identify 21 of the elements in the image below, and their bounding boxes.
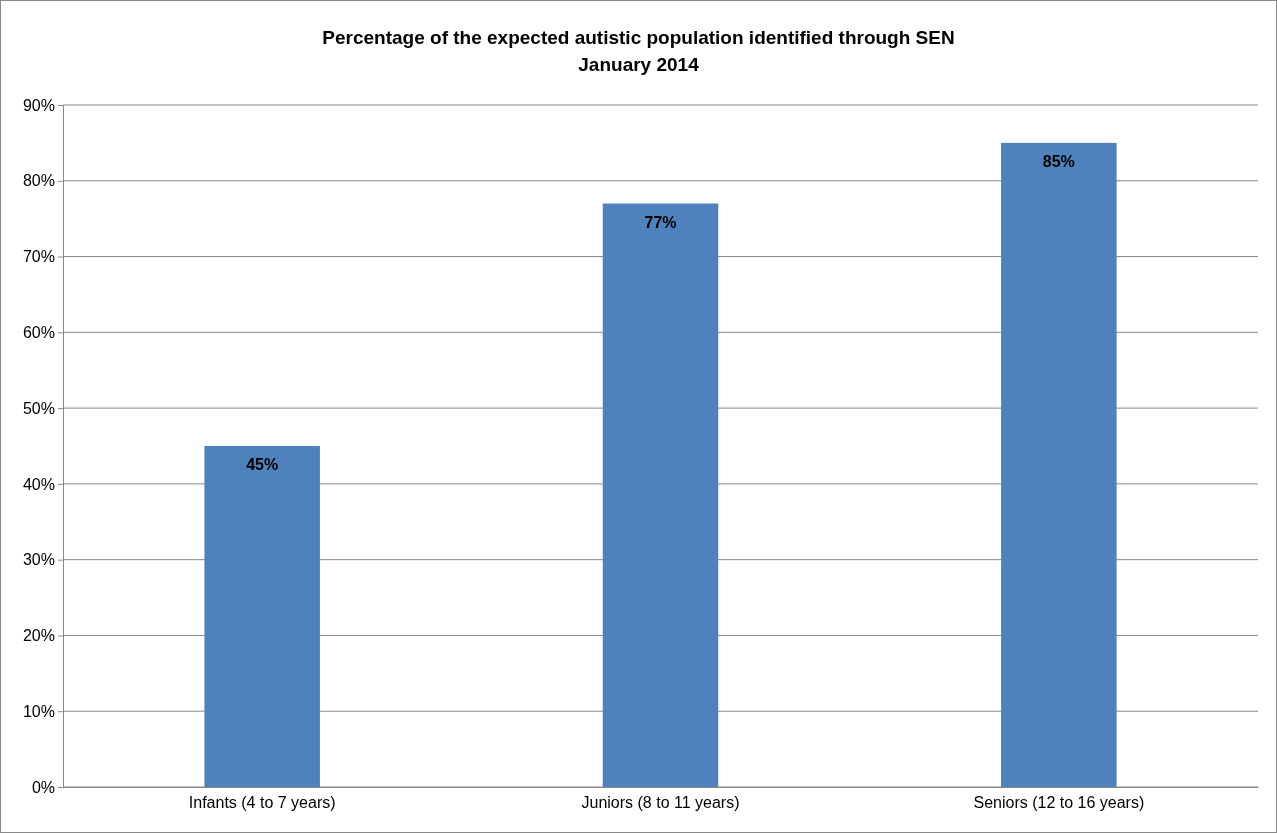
data-label: 45% <box>246 456 279 473</box>
y-tick-label: 10% <box>22 702 55 720</box>
x-tick-label: Infants (4 to 7 years) <box>188 794 336 812</box>
data-label: 77% <box>644 213 677 231</box>
bar <box>204 446 320 787</box>
y-tick-label: 90% <box>22 96 55 114</box>
chart-subtitle: January 2014 <box>578 54 700 75</box>
y-tick-label: 0% <box>31 778 55 796</box>
y-tick-label: 70% <box>22 248 55 266</box>
bar <box>602 203 719 787</box>
x-tick-label: Seniors (12 to 16 years) <box>973 794 1145 812</box>
y-tick-label: 60% <box>22 323 55 341</box>
bar <box>1001 142 1117 787</box>
y-tick-label: 80% <box>22 172 55 190</box>
x-tick-label: Juniors (8 to 11 years) <box>581 794 740 812</box>
y-tick-label: 20% <box>22 627 55 645</box>
y-tick-label: 30% <box>22 551 55 569</box>
chart-title: Percentage of the expected autistic population identified through SEN <box>322 27 955 48</box>
y-tick-label: 40% <box>22 475 55 493</box>
data-label: 85% <box>1042 152 1075 170</box>
y-tick-label: 50% <box>22 399 55 417</box>
